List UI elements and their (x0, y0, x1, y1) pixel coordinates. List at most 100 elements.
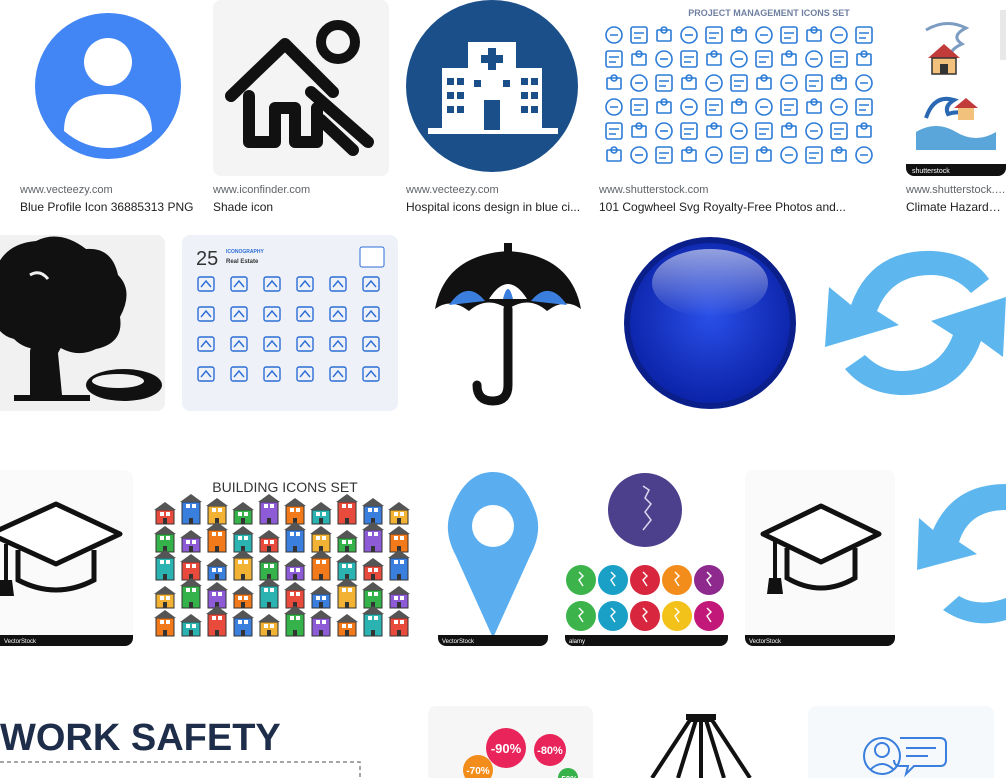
building-glyph (206, 522, 228, 553)
small-icon (756, 146, 772, 162)
thumbnail[interactable]: -90% -80% -70% -50% (428, 706, 593, 778)
refresh-icon (825, 250, 1006, 396)
result-title[interactable]: Shade icon (213, 200, 274, 214)
small-icon (630, 74, 648, 92)
thumbnail[interactable]: shutterstock (906, 0, 1006, 176)
result-tile[interactable]: VectorStock ar.inspiredpencil.com Educat… (745, 470, 895, 700)
result-tile[interactable] (612, 706, 790, 778)
small-icon (656, 26, 672, 42)
result-tile[interactable]: PROJECT MANAGEMENT ICONS SET www.shutter… (599, 0, 889, 230)
result-source: www.vecteezy.com (406, 184, 499, 196)
small-icon (730, 122, 748, 140)
small-icon (705, 98, 723, 116)
thumbnail[interactable]: alamy (565, 470, 728, 646)
drill-circle (662, 601, 692, 631)
small-icon (855, 26, 873, 44)
result-tile[interactable]: pngtree.com Refresh Ccw Flat (913, 470, 1006, 700)
thumbnail[interactable]: PROJECT MANAGEMENT ICONS SET (599, 0, 889, 176)
small-icon (830, 26, 848, 44)
small-icon (781, 50, 797, 66)
building-glyph (388, 586, 410, 609)
small-icon (730, 74, 748, 92)
result-title[interactable]: Climate Hazards: C (906, 200, 1006, 214)
small-icon (755, 98, 773, 116)
thumbnail[interactable] (913, 470, 1006, 646)
building-glyph (154, 610, 176, 637)
small-icon (780, 26, 798, 44)
small-icon (655, 50, 673, 68)
small-icon (780, 146, 798, 164)
building-glyph (310, 526, 332, 553)
result-tile[interactable]: alamy www.alamy.com Hand fishing ice dri… (565, 470, 728, 700)
building-glyph (336, 554, 358, 581)
building-glyph (284, 522, 306, 553)
building-glyph (206, 558, 228, 581)
result-tile[interactable]: www.iconfinder.com Shade icon (213, 0, 389, 230)
result-tile[interactable]: VectorStock www.vectorstock.com Map mark… (438, 470, 548, 700)
building-glyph (336, 578, 358, 609)
result-tile[interactable]: WORK SAFETY (0, 706, 410, 778)
thumbnail[interactable] (821, 235, 1006, 411)
thumbnail[interactable] (612, 706, 790, 778)
thumbnail[interactable]: WORK SAFETY (0, 706, 410, 778)
thumbnail[interactable] (20, 0, 196, 176)
small-icon (705, 26, 723, 44)
small-icon (296, 336, 314, 352)
thumbnail[interactable]: VectorStock (438, 470, 548, 646)
drill-circle (598, 601, 628, 631)
small-icon (655, 146, 673, 164)
result-tile[interactable] (808, 706, 1006, 778)
thumbnail[interactable] (415, 235, 601, 411)
building-glyph (154, 586, 176, 609)
graduation-cap-icon: VectorStock (745, 503, 895, 646)
small-icon (606, 146, 622, 162)
thumbnail[interactable]: VectorStock (0, 470, 133, 646)
thumbnail[interactable]: BUILDING ICONS SET (150, 470, 420, 646)
result-title[interactable]: 101 Cogwheel Svg Royalty-Free Photos and… (599, 200, 846, 214)
thumbnail[interactable] (213, 0, 389, 176)
small-icon (631, 50, 647, 66)
building-glyph (232, 550, 254, 581)
small-icon (630, 146, 648, 164)
thumbnail[interactable]: VectorStock (745, 470, 895, 646)
brand-text: ICONOGRAPHY (226, 249, 264, 255)
result-title[interactable]: Blue Profile Icon 36885313 PNG (20, 200, 194, 214)
small-icon (605, 50, 623, 68)
result-tile[interactable]: shutterstock www.shutterstock.com Climat… (906, 0, 1006, 230)
thumbnail[interactable]: 25 ICONOGRAPHY Real Estate (182, 235, 398, 411)
real-estate-icons: 25 ICONOGRAPHY Real Estate (196, 246, 385, 382)
result-tile[interactable]: BUILDING ICONS SET www.dreamstime.com Bu… (150, 470, 420, 700)
small-icon (755, 50, 773, 68)
result-tile[interactable]: www.iconfinder.com Shade icon - Free dow… (415, 235, 601, 465)
drill-circle (694, 601, 724, 631)
small-icon (705, 146, 723, 164)
thumbnail[interactable] (406, 0, 582, 176)
result-tile[interactable]: www.vecteezy.com Blue Profile Icon 36885… (20, 0, 196, 230)
small-icon (230, 276, 248, 292)
small-icon (706, 50, 722, 66)
small-icon (605, 26, 623, 44)
result-tile[interactable]: scout.com e Shade Icon of Glyph style -.… (0, 235, 165, 465)
building-glyph (284, 558, 306, 581)
thumbnail[interactable] (808, 706, 994, 778)
small-icon (705, 74, 723, 92)
small-icon (263, 276, 281, 292)
small-icon (806, 26, 822, 42)
small-icon (831, 74, 847, 90)
result-tile[interactable]: VectorStock nspiredpencil.com ucation Ic… (0, 470, 133, 700)
lamp-shade-icon (650, 714, 752, 778)
thumbnail[interactable] (0, 235, 165, 411)
small-icon (806, 98, 822, 114)
thumbnail[interactable] (618, 235, 804, 411)
small-icon (855, 146, 873, 164)
result-tile[interactable]: pngtree.com Refresh Ccw Flat Blue Color … (821, 235, 1006, 465)
small-icon (755, 122, 773, 140)
banner-text: BUILDING ICONS SET (212, 479, 358, 495)
result-title[interactable]: Hospital icons design in blue ci... (406, 200, 581, 214)
result-tile[interactable]: -90% -80% -70% -50% (428, 706, 593, 778)
result-tile[interactable]: www.vecteezy.com Hospital icons design i… (406, 0, 582, 230)
project-management-icons: PROJECT MANAGEMENT ICONS SET (605, 8, 873, 164)
small-icon (655, 74, 673, 92)
result-tile[interactable]: www.freeiconspng.com Blue Circle Icon PN… (618, 235, 804, 465)
result-tile[interactable]: 25 ICONOGRAPHY Real Estate www.vecteezy.… (182, 235, 398, 465)
